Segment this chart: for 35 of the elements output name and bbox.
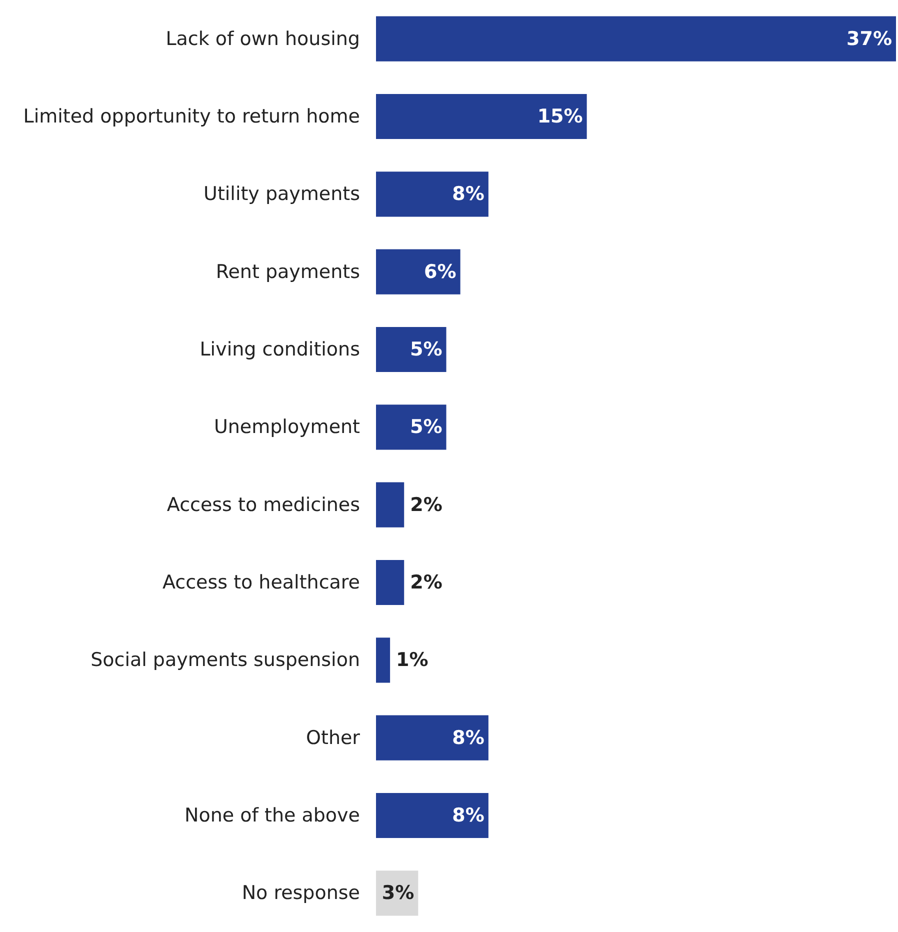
y-tick-label: Social payments suspension bbox=[90, 649, 360, 672]
data-label: 6% bbox=[424, 260, 456, 283]
data-label: 8% bbox=[452, 183, 484, 206]
data-label: 2% bbox=[410, 494, 442, 516]
bar bbox=[376, 16, 896, 62]
bar bbox=[376, 715, 488, 760]
data-label: 1% bbox=[396, 649, 428, 672]
y-tick-label: Rent payments bbox=[216, 260, 360, 283]
data-label: 15% bbox=[537, 106, 583, 128]
y-tick-label: Utility payments bbox=[204, 183, 360, 206]
data-label: 8% bbox=[452, 804, 484, 826]
data-label: 2% bbox=[410, 572, 442, 594]
y-tick-label: No response bbox=[242, 882, 360, 904]
bar bbox=[376, 249, 460, 294]
y-tick-label: None of the above bbox=[184, 804, 360, 826]
bar bbox=[376, 482, 404, 528]
y-tick-label: Access to medicines bbox=[166, 494, 360, 516]
bar bbox=[376, 326, 446, 372]
bar bbox=[376, 172, 488, 217]
y-tick-label: Living conditions bbox=[200, 338, 360, 360]
y-tick-label: Lack of own housing bbox=[166, 28, 360, 50]
y-tick-label: Other bbox=[306, 726, 360, 749]
data-label: 37% bbox=[846, 28, 892, 50]
bar bbox=[376, 638, 390, 683]
bar bbox=[376, 404, 446, 450]
data-label: 5% bbox=[410, 416, 442, 438]
data-label: 3% bbox=[382, 882, 414, 904]
y-tick-label: Unemployment bbox=[214, 416, 360, 438]
y-tick-label: Limited opportunity to return home bbox=[23, 106, 360, 128]
bar bbox=[376, 94, 587, 140]
data-label: 8% bbox=[452, 726, 484, 749]
data-label: 5% bbox=[410, 338, 442, 360]
bar bbox=[376, 560, 404, 606]
bar bbox=[376, 792, 488, 838]
y-tick-label: Access to healthcare bbox=[162, 572, 360, 594]
